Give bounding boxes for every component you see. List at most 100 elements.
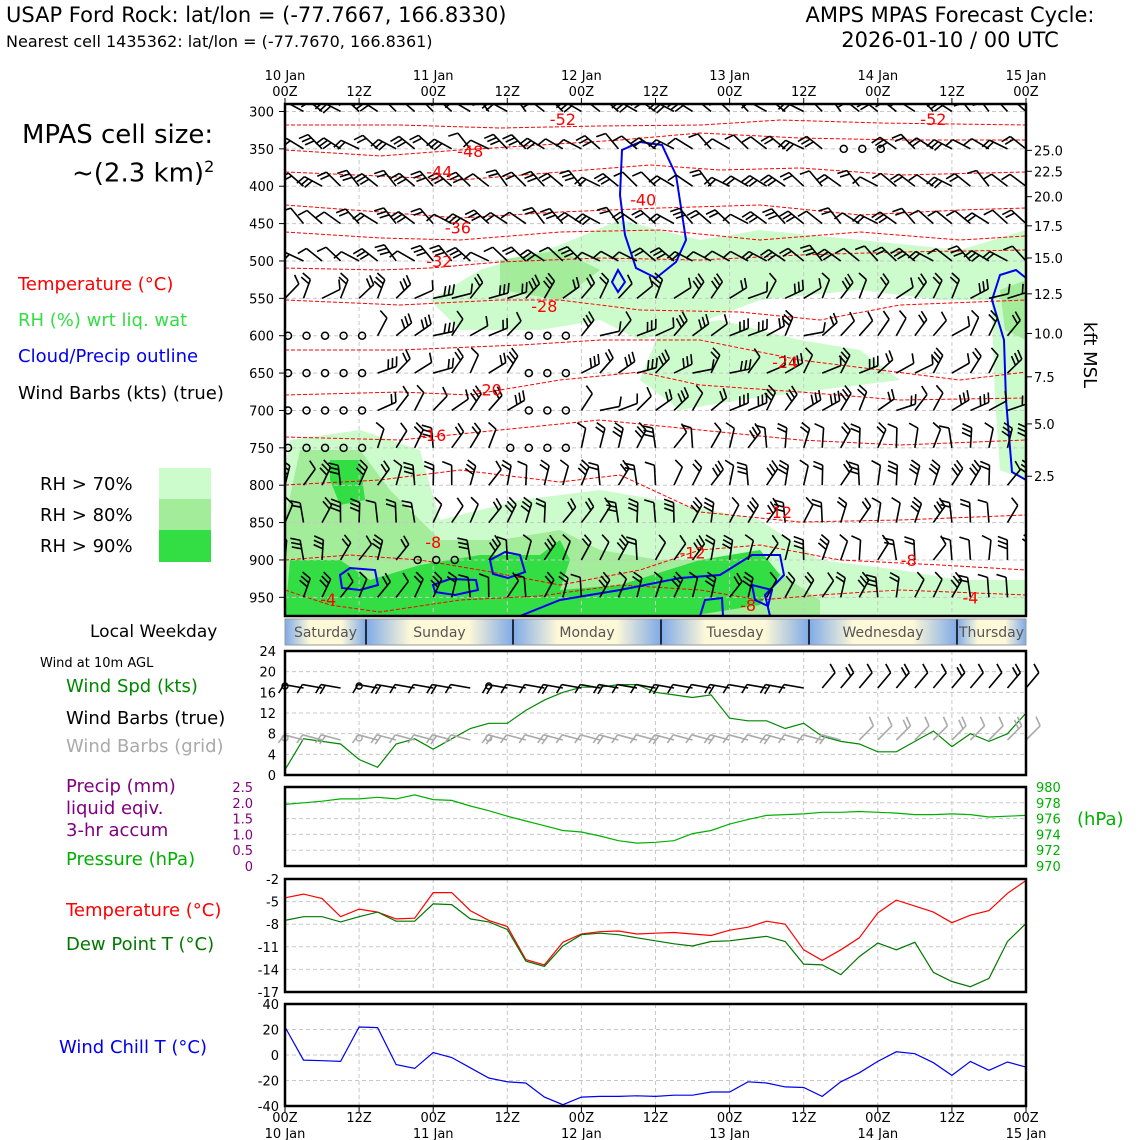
wind-barb-feather [347,572,354,583]
wind-barb-feather [822,322,826,333]
wind-barb [691,504,703,523]
wind-barb-feather [722,543,732,550]
calm-circle [561,331,571,340]
surface-barb-true-feather [389,684,396,694]
wind-barb-feather [299,579,308,588]
wind-barb-feather [848,461,859,466]
wind-barb-feather [933,351,942,360]
wind-barb [602,173,619,187]
wind-barb-feather [506,500,515,510]
wind-barb-feather [400,422,408,432]
wind-barb-feather [383,460,390,470]
wind-barb-feather [760,135,771,142]
wind-barb-feather [836,571,846,579]
wind-barb-feather [682,358,685,369]
wind-barb-feather [751,497,759,506]
wind-barb-feather [619,105,628,113]
wind-barb-feather [296,176,306,184]
wind-barb [488,428,497,449]
wind-barb [394,502,397,523]
surface-barb-grid-feather [1035,716,1041,727]
wind-barb-feather [679,534,687,545]
wind-barb-feather [407,313,413,324]
wind-barb-feather [911,139,921,147]
wind-barb-feather [1011,314,1019,325]
surface-barb-grid-feather [500,734,508,744]
bottom-hour-label: 00Z [717,1111,743,1126]
wind-barb-feather [690,354,693,365]
wind-barb-feather [736,572,743,583]
wind-barb-feather [706,571,717,579]
wind-barb-feather [538,246,549,253]
wind-barb-feather [430,579,439,588]
top-hour-label: 00Z [717,85,743,100]
wind-barb [562,506,577,524]
wind-barb-feather [522,534,532,542]
wind-barb [970,401,990,412]
surface-barb-true [951,672,966,689]
wind-barb [636,395,652,412]
bottom-hour-label: 12Z [346,1111,372,1126]
wind-barb-feather [967,252,977,260]
wind-barb-feather [888,350,894,361]
wind-barb-feather [971,463,979,473]
wind-barb-feather [576,422,587,429]
wind-barb-feather [416,177,427,183]
wind-barb-feather [494,534,502,545]
wind-barb-feather [559,571,569,579]
wind-barb-feather [793,540,804,546]
wind-barb [605,132,620,150]
surface-barb-true-feather [315,684,322,694]
wind-barb-feather [285,496,294,505]
wind-barb [914,363,934,374]
wind-barb-feather [457,422,465,433]
calm-circle [320,406,330,415]
wind-barb-feather [741,211,751,218]
wind-barb-feather [674,459,683,468]
wind-barb-feather [540,459,550,467]
wind-barb-feather [767,384,776,394]
wind-barb-feather [932,276,941,285]
surface-barb-true [450,683,471,689]
wind-barb-feather [678,314,685,325]
wind-barb [383,244,397,262]
wind-barb-feather [967,214,977,222]
wind-barb [614,502,620,523]
wind-barb-feather [429,140,439,149]
wind-barb-feather [712,467,719,477]
surface-barb-grid-feather [648,734,656,744]
wind-barb-feather [595,132,606,138]
bottom-date-label: 12 Jan [561,1127,602,1140]
wind-barb-feather [505,174,516,181]
wind-barb-feather [653,250,663,257]
wind-barb [806,210,823,225]
bottom-hour-label: 00Z [272,1111,298,1126]
wind-barb [617,578,628,598]
wind-barb-feather [493,389,500,400]
rh-shade-1 [640,320,900,410]
wind-barb [679,104,693,113]
wind-barb-feather [933,180,943,189]
wind-barb [877,318,890,337]
weekday-band [285,619,366,645]
wind-barb-feather [485,214,495,222]
wind-barb-feather [838,496,848,505]
wind-barb-feather [799,459,809,467]
wind-barb-feather [866,578,877,583]
wind-barb-feather [301,136,312,143]
wind-barb [840,320,855,337]
wind-barb-feather [882,310,890,320]
wind-barb [432,504,443,523]
wind-barb [916,174,934,187]
wind-barb-feather [811,498,822,504]
wind-barb-feather [664,391,670,402]
wind-barb [839,540,849,561]
wind-barb [710,577,717,598]
wind-barb-feather [981,139,991,148]
wind-barb [858,539,862,560]
wind-barb [895,465,899,486]
wind-barb-feather [692,500,701,510]
wind-barb [858,320,874,337]
temp-contour-9 [285,419,1026,446]
wind-barb [933,138,953,150]
